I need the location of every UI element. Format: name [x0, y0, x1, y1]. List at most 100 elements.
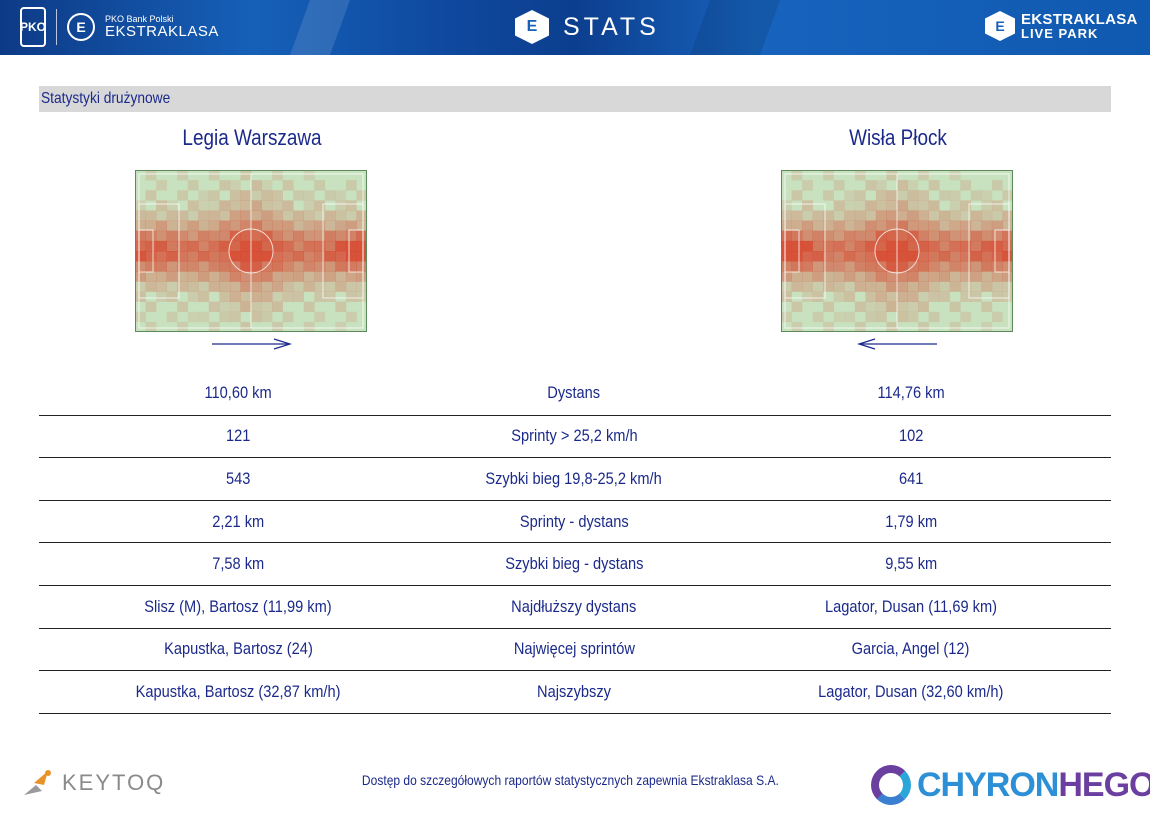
- heatmap-cell: [177, 281, 189, 292]
- heatmap-cell: [875, 240, 887, 252]
- home-value: 543: [39, 458, 437, 500]
- heatmap-cell: [219, 271, 231, 282]
- section-header: Statystyki drużynowe: [39, 86, 1111, 112]
- heatmap-cell: [261, 291, 273, 302]
- heatmap-cell: [345, 271, 357, 282]
- heatmap-cell: [261, 240, 273, 252]
- heatmap-cell: [272, 291, 283, 302]
- away-value-text: 102: [898, 426, 924, 446]
- heatmap-cell: [854, 251, 866, 262]
- heatmap-cell: [949, 210, 961, 221]
- heatmap-cell: [970, 271, 982, 282]
- heatmap-cell: [303, 281, 315, 292]
- heatmap-cell: [272, 170, 283, 181]
- heatmap-cell: [135, 220, 146, 232]
- heatmap-cell: [918, 210, 929, 221]
- heatmap-cell: [198, 220, 210, 232]
- heatmap-cell: [208, 170, 220, 181]
- heatmap-cell: [335, 301, 347, 313]
- away-value: 114,76 km: [711, 372, 1111, 415]
- heatmap-cell: [251, 180, 262, 191]
- heatmap-cell: [918, 291, 929, 302]
- heatmap-cell: [854, 301, 866, 313]
- heatmap-cell: [854, 190, 866, 201]
- heatmap-cell: [198, 281, 210, 292]
- heatmap-cell: [949, 251, 961, 262]
- heatmap-cell: [345, 251, 357, 262]
- heatmap-cell: [897, 230, 908, 242]
- heatmap-cell: [791, 321, 803, 332]
- heatmap-cell: [781, 271, 792, 282]
- heatmap-cell: [949, 271, 961, 282]
- heatmap-cell: [854, 281, 866, 292]
- heatmap-cell: [356, 240, 367, 252]
- chyronhego-part-1: CHYRON: [917, 765, 1059, 804]
- heatmap-cell: [949, 240, 961, 252]
- heatmap-cell: [907, 180, 919, 191]
- heatmap-cell: [282, 240, 294, 252]
- heatmap-cell: [802, 271, 813, 282]
- stat-label-text: Sprinty - dystans: [519, 511, 629, 531]
- heatmap-cell: [251, 311, 262, 323]
- heatmap-cell: [802, 180, 813, 191]
- heatmap-cell: [261, 271, 273, 282]
- heatmap-cell: [875, 190, 887, 201]
- heatmap-cell: [833, 230, 845, 242]
- league-logos: PKO E PKO Bank Polski EKSTRAKLASA: [20, 7, 219, 47]
- stat-label: Najdłuższy dystans: [437, 586, 711, 628]
- heatmap-cell: [335, 251, 347, 262]
- heatmap-cell: [282, 200, 294, 211]
- heatmap-cell: [303, 240, 315, 252]
- heatmap-cell: [356, 230, 367, 242]
- heatmap-cell: [939, 190, 951, 201]
- heatmap-cell: [907, 281, 919, 292]
- heatmap-cell: [981, 301, 993, 313]
- heatmap-cell: [219, 261, 231, 272]
- team-stats-table: 110,60 km Dystans 114,76 km 121 Sprinty …: [39, 372, 1111, 714]
- heatmap-cell: [1002, 190, 1013, 201]
- heatmap-cell: [198, 190, 210, 201]
- heatmap-cell: [293, 210, 305, 221]
- heatmap-cell: [907, 210, 919, 221]
- home-heatmap: [135, 170, 367, 332]
- heatmap-cell: [812, 210, 824, 221]
- pitch-line: [348, 229, 364, 273]
- heatmap-cell: [886, 210, 898, 221]
- heatmap-cell: [135, 230, 146, 242]
- heatmap-cell: [324, 240, 336, 252]
- pitch-line: [784, 229, 800, 273]
- heatmap-cell: [219, 291, 231, 302]
- stats-logo-icon: E: [515, 10, 549, 44]
- heatmap-cell: [970, 230, 982, 242]
- heatmap-cell: [219, 301, 231, 313]
- heatmap-cell: [303, 230, 315, 242]
- heatmap-cell: [854, 230, 866, 242]
- heatmap-cell: [208, 220, 220, 232]
- away-team-name: Wisła Płock: [849, 125, 947, 150]
- heatmap-cell: [823, 301, 835, 313]
- heatmap-cell: [187, 240, 199, 252]
- heatmap-cell: [897, 251, 908, 262]
- heatmap-cell: [907, 291, 919, 302]
- ekstraklasa-logo-icon: E: [67, 13, 95, 41]
- heatmap-cell: [897, 190, 908, 201]
- heatmap-cell: [918, 301, 929, 313]
- heatmap-cell: [251, 210, 262, 221]
- heatmap-cell: [335, 190, 347, 201]
- home-value-text: 110,60 km: [204, 383, 272, 403]
- heatmap-cell: [939, 291, 951, 302]
- away-heatmap: [781, 170, 1013, 332]
- heatmap-cell: [345, 261, 357, 272]
- heatmap-cell: [960, 200, 972, 211]
- home-value-text: 7,58 km: [211, 554, 265, 574]
- heatmap-cell: [198, 210, 210, 221]
- heatmap-cell: [918, 170, 929, 181]
- heatmap-cell: [293, 251, 305, 262]
- header-decor: [689, 0, 781, 55]
- heatmap-cell: [282, 210, 294, 221]
- heatmap-cell: [865, 301, 877, 313]
- heatmap-cell: [918, 271, 929, 282]
- heatmap-cell: [135, 291, 146, 302]
- heatmap-cell: [949, 200, 961, 211]
- heatmap-cell: [314, 261, 326, 272]
